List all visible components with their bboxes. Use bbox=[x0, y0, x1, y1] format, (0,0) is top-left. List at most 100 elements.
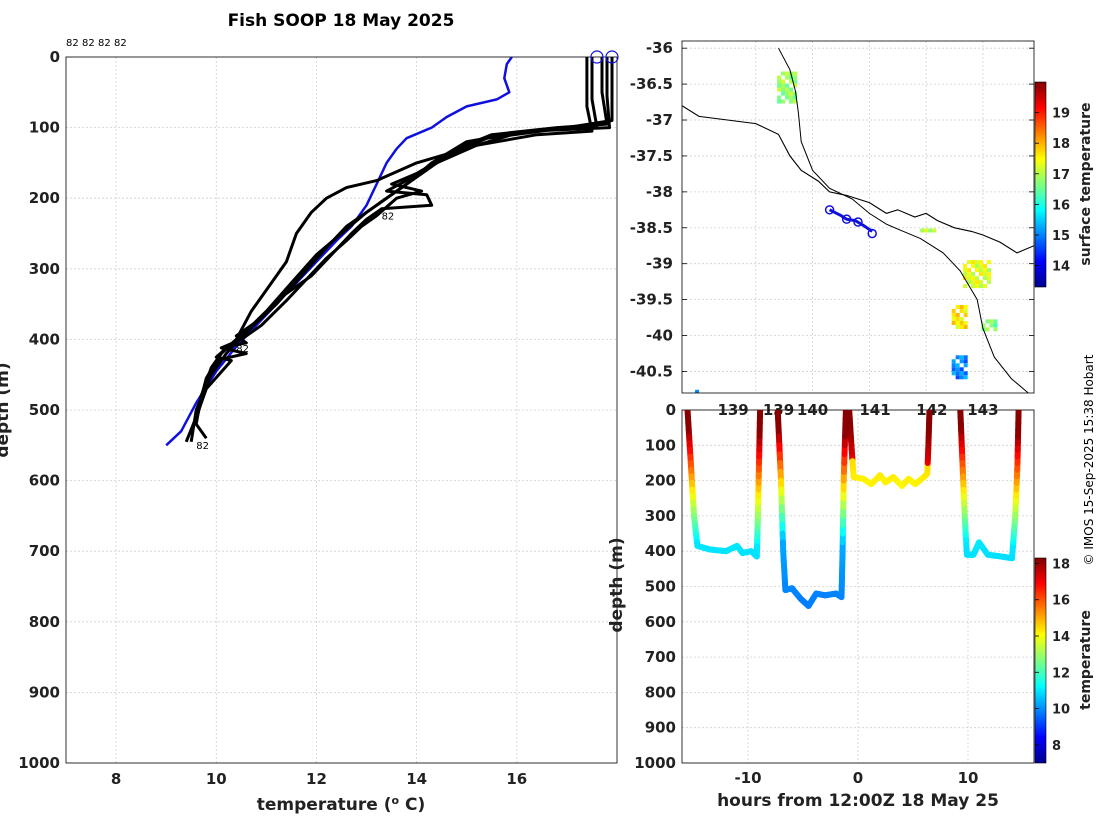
y-tick-label: 900 bbox=[29, 683, 60, 701]
temperature-colorbar-label: temperature bbox=[1078, 610, 1094, 710]
sst-pixel bbox=[955, 375, 960, 380]
sst-pixel bbox=[951, 317, 956, 321]
top-profile-label: 82 bbox=[82, 38, 95, 49]
series-line-profile-1 bbox=[189, 57, 599, 443]
sst-pixel bbox=[951, 363, 956, 368]
sst-pixel bbox=[777, 79, 782, 84]
y-tick-label: 600 bbox=[29, 472, 60, 490]
sst-pixel bbox=[983, 284, 988, 289]
sst-pixel bbox=[781, 79, 786, 84]
sst-pixel bbox=[777, 87, 782, 92]
sst-colorbar-label-value: 16 bbox=[1052, 198, 1070, 213]
sst-pixel bbox=[781, 83, 786, 88]
dt-y-tick-label: 200 bbox=[645, 472, 676, 490]
hours-axis-label: hours from 12:00Z 18 May 25 bbox=[717, 791, 999, 811]
sst-colorbar-label-value: 15 bbox=[1052, 229, 1070, 244]
y-tick-label: 700 bbox=[29, 542, 60, 560]
y-tick-label: 500 bbox=[29, 401, 60, 419]
map-lat-label: -39 bbox=[646, 255, 673, 273]
y-tick-label: 800 bbox=[29, 613, 60, 631]
sst-pixel bbox=[987, 260, 992, 265]
series-line-climatology bbox=[165, 57, 513, 447]
y-tick-label: 100 bbox=[29, 119, 60, 137]
sst-pixel bbox=[781, 87, 786, 92]
sst-pixel bbox=[971, 284, 976, 289]
track-marker bbox=[867, 228, 877, 239]
sst-pixel bbox=[955, 313, 960, 317]
sst-pixel bbox=[924, 228, 929, 233]
sst-pixel bbox=[975, 284, 980, 289]
sst-pixel bbox=[785, 91, 790, 96]
dt-x-tick-label: -10 bbox=[734, 769, 761, 787]
sst-pixel bbox=[971, 280, 976, 285]
track-marker bbox=[841, 214, 852, 224]
sst-pixel bbox=[963, 268, 968, 273]
sst-pixel bbox=[928, 228, 933, 233]
sst-pixel bbox=[983, 272, 988, 277]
sst-pixel bbox=[993, 319, 998, 324]
temp-colorbar-label-value: 14 bbox=[1052, 630, 1070, 645]
sst-pixel bbox=[955, 355, 960, 360]
track-marker bbox=[824, 205, 835, 215]
series-line-profile-3 bbox=[194, 57, 614, 440]
profile-label: 82 bbox=[196, 441, 209, 452]
sst-pixel bbox=[985, 327, 990, 332]
sst-pixel bbox=[975, 280, 980, 285]
temp-colorbar-label-value: 16 bbox=[1052, 594, 1070, 609]
sst-pixel bbox=[975, 260, 980, 265]
sst-pixel bbox=[785, 75, 790, 80]
dt-y-tick-label: 700 bbox=[645, 648, 676, 666]
sst-pixel bbox=[963, 371, 968, 376]
sst-pixel bbox=[695, 389, 700, 393]
sst-pixel bbox=[971, 260, 976, 265]
profile-panel: Fish SOOP 18 May 2025 8 10 12 14 16 0 100 200 3… bbox=[0, 11, 619, 815]
sst-pixel bbox=[959, 371, 964, 376]
sst-pixel bbox=[793, 95, 798, 100]
sst-pixel bbox=[987, 280, 992, 285]
y-tick-label: 300 bbox=[29, 260, 60, 278]
map-panel: -36 -36.5 -37 -37.5 -38 -38.5 -39 -39.5 -40 -40.5… bbox=[630, 39, 1094, 419]
sst-pixel bbox=[793, 83, 798, 88]
y-tick-label: 0 bbox=[50, 48, 60, 66]
dt-y-tick-label: 800 bbox=[645, 683, 676, 701]
sst-pixel bbox=[955, 363, 960, 368]
dt-y-tick-label: 1000 bbox=[634, 754, 676, 772]
profile-label: 82 bbox=[382, 211, 395, 222]
dt-y-tick-label: 400 bbox=[645, 542, 676, 560]
credit-text: © IMOS 15-Sep-2025 15:38 Hobart bbox=[1082, 354, 1096, 565]
y-tick-label: 400 bbox=[29, 330, 60, 348]
y-axis-label: depth (m) bbox=[0, 362, 13, 457]
sst-pixel bbox=[983, 276, 988, 281]
map-lat-label: -36 bbox=[646, 39, 673, 57]
sst-pixel bbox=[979, 260, 984, 265]
sst-pixel bbox=[963, 264, 968, 269]
sst-pixel bbox=[959, 321, 964, 325]
sst-colorbar bbox=[1034, 81, 1047, 288]
sst-pixel bbox=[975, 268, 980, 273]
sst-colorbar-label-value: 18 bbox=[1052, 137, 1070, 152]
chart-title: Fish SOOP 18 May 2025 bbox=[228, 11, 455, 31]
sst-pixel bbox=[963, 284, 968, 289]
sst-pixel bbox=[963, 325, 968, 329]
sst-pixel bbox=[955, 321, 960, 325]
sst-pixel bbox=[793, 71, 798, 76]
sst-pixel bbox=[955, 325, 960, 329]
sst-pixel bbox=[963, 321, 968, 325]
surface-marker bbox=[590, 50, 604, 64]
dt-x-tick-label: 0 bbox=[853, 769, 863, 787]
top-profile-label: 82 bbox=[114, 38, 127, 49]
sst-pixel bbox=[967, 272, 972, 277]
sst-pixel bbox=[979, 284, 984, 289]
sst-colorbar-label-value: 19 bbox=[1052, 107, 1070, 122]
map-lat-label: -37 bbox=[646, 111, 673, 129]
x-tick-label: 12 bbox=[306, 770, 327, 788]
sst-pixel bbox=[993, 327, 998, 332]
sst-pixel bbox=[789, 87, 794, 92]
temp-colorbar-label-value: 8 bbox=[1052, 739, 1061, 754]
sst-pixel bbox=[955, 367, 960, 372]
sst-pixel bbox=[963, 309, 968, 313]
sst-pixel bbox=[959, 325, 964, 329]
sst-pixel bbox=[987, 268, 992, 273]
